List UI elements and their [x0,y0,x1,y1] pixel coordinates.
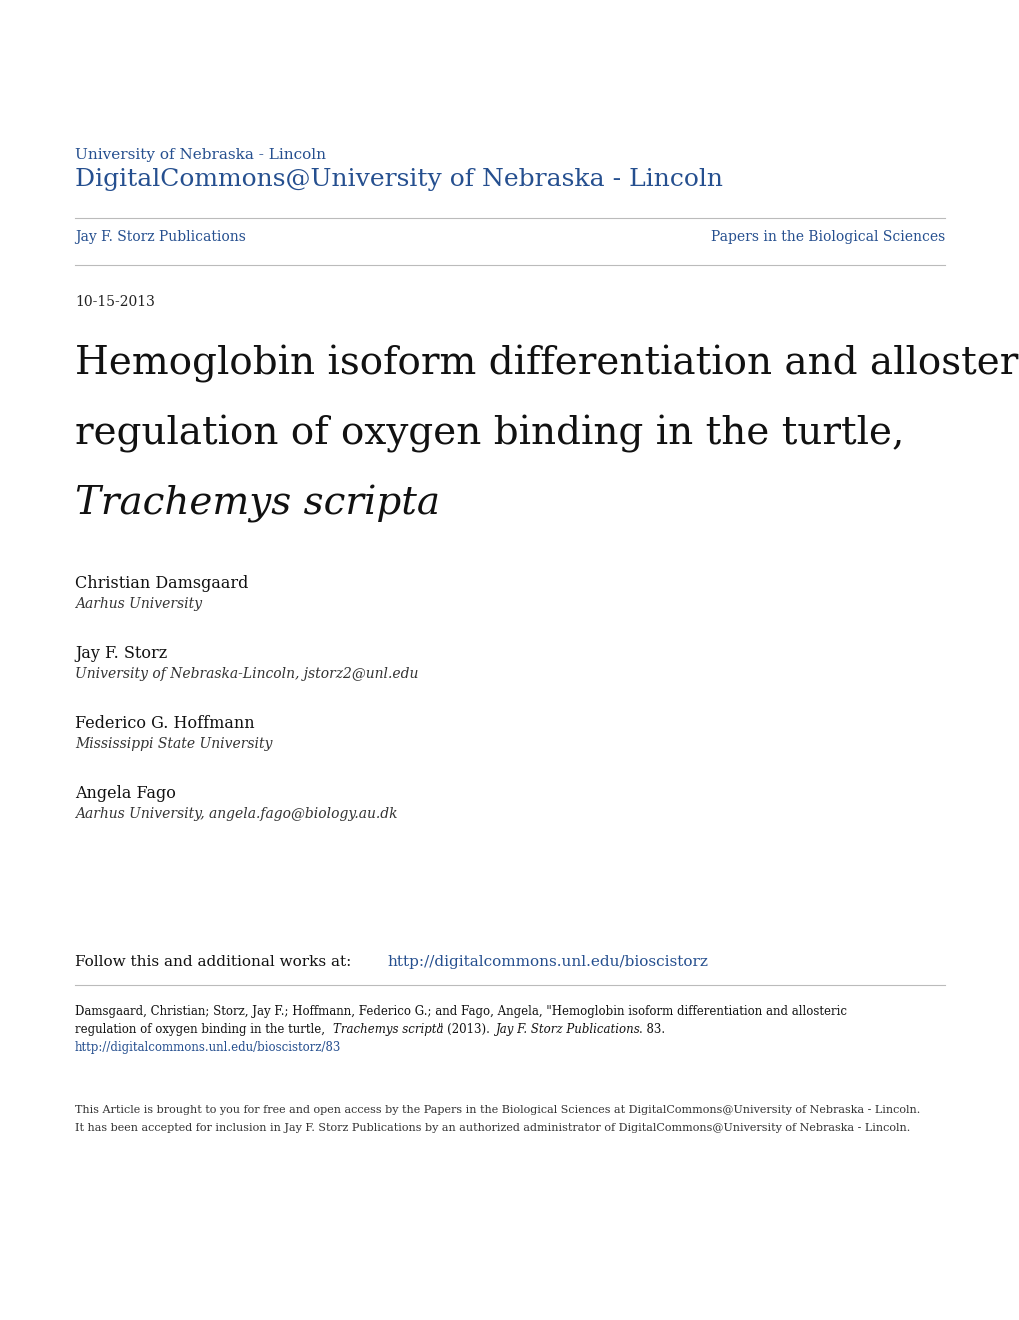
Text: http://digitalcommons.unl.edu/bioscistorz: http://digitalcommons.unl.edu/bioscistor… [386,954,707,969]
Text: University of Nebraska-Lincoln, jstorz2@unl.edu: University of Nebraska-Lincoln, jstorz2@… [75,667,418,681]
Text: 10-15-2013: 10-15-2013 [75,294,155,309]
Text: University of Nebraska - Lincoln: University of Nebraska - Lincoln [75,148,326,162]
Text: http://digitalcommons.unl.edu/bioscistorz/83: http://digitalcommons.unl.edu/bioscistor… [75,1041,341,1053]
Text: This Article is brought to you for free and open access by the Papers in the Bio: This Article is brought to you for free … [75,1105,919,1115]
Text: Federico G. Hoffmann: Federico G. Hoffmann [75,715,255,733]
Text: Jay F. Storz Publications: Jay F. Storz Publications [75,230,246,244]
Text: Aarhus University: Aarhus University [75,597,202,611]
Text: Damsgaard, Christian; Storz, Jay F.; Hoffmann, Federico G.; and Fago, Angela, "H: Damsgaard, Christian; Storz, Jay F.; Hof… [75,1005,846,1018]
Text: regulation of oxygen binding in the turtle,: regulation of oxygen binding in the turt… [75,1023,328,1036]
Text: Follow this and additional works at:: Follow this and additional works at: [75,954,356,969]
Text: regulation of oxygen binding in the turtle,: regulation of oxygen binding in the turt… [75,414,904,453]
Text: . 83.: . 83. [638,1023,664,1036]
Text: Papers in the Biological Sciences: Papers in the Biological Sciences [710,230,944,244]
Text: Christian Damsgaard: Christian Damsgaard [75,576,249,591]
Text: Trachemys scripta: Trachemys scripta [75,484,439,523]
Text: Trachemys scripta: Trachemys scripta [332,1023,443,1036]
Text: DigitalCommons@University of Nebraska - Lincoln: DigitalCommons@University of Nebraska - … [75,168,722,191]
Text: It has been accepted for inclusion in Jay F. Storz Publications by an authorized: It has been accepted for inclusion in Ja… [75,1123,909,1133]
Text: Hemoglobin isoform differentiation and allosteric: Hemoglobin isoform differentiation and a… [75,345,1019,383]
Text: Mississippi State University: Mississippi State University [75,737,272,751]
Text: Jay F. Storz: Jay F. Storz [75,645,167,663]
Text: Jay F. Storz Publications: Jay F. Storz Publications [495,1023,640,1036]
Text: Angela Fago: Angela Fago [75,785,175,803]
Text: Aarhus University, angela.fago@biology.au.dk: Aarhus University, angela.fago@biology.a… [75,807,397,821]
Text: " (2013).: " (2013). [437,1023,493,1036]
